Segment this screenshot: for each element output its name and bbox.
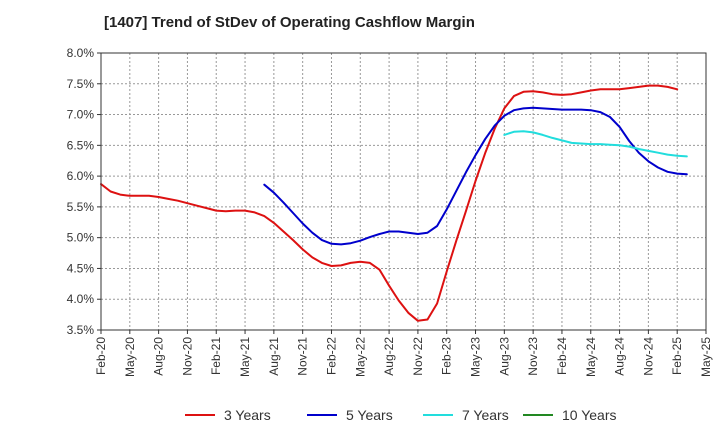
y-tick-label: 7.0% [67,108,95,122]
x-tick-label: Feb-22 [324,337,338,375]
y-tick-label: 5.5% [67,200,95,214]
y-tick-label: 6.5% [67,138,95,152]
x-tick-label: Nov-20 [180,337,194,376]
series-line-7-years [503,130,688,158]
x-tick-label: Aug-21 [267,337,281,376]
legend-entry: 10 Years [523,407,617,423]
series-line-5-years [263,106,688,246]
x-tick-label: May-20 [123,337,137,377]
x-tick-label: Feb-21 [209,337,223,375]
y-tick-label: 3.5% [67,323,95,337]
x-tick-label: Aug-23 [497,337,511,376]
x-tick-label: Feb-24 [555,337,569,375]
legend-entry: 7 Years [423,407,509,423]
x-tick-label: May-22 [353,337,367,377]
x-tick-label: Feb-20 [94,337,108,375]
y-tick-label: 8.0% [67,46,95,60]
legend-label: 3 Years [224,407,271,423]
chart-title: [1407] Trend of StDev of Operating Cashf… [104,14,475,31]
x-tick-label: Nov-21 [296,337,310,376]
x-tick-label: Aug-22 [382,337,396,376]
x-tick-label: May-21 [238,337,252,377]
legend-entry: 3 Years [185,407,271,423]
x-tick-label: Aug-24 [613,337,627,376]
legend-entry: 5 Years [307,407,393,423]
x-tick-label: Feb-25 [670,337,684,375]
y-tick-label: 6.0% [67,169,95,183]
legend-label: 5 Years [346,407,393,423]
x-tick-label: May-24 [584,337,598,377]
x-tick-label: Aug-20 [152,337,166,376]
x-tick-label: May-23 [469,337,483,377]
x-tick-label: Nov-22 [411,337,425,376]
x-tick-label: May-25 [699,337,713,377]
series-line-3-years [100,84,679,322]
plot-area [101,53,706,330]
y-tick-label: 5.0% [67,231,95,245]
x-tick-label: Nov-24 [641,337,655,376]
x-tick-label: Nov-23 [526,337,540,376]
plot-border [100,52,707,331]
y-tick-label: 4.5% [67,261,95,275]
legend-label: 10 Years [562,407,617,423]
legend-label: 7 Years [462,407,509,423]
y-tick-label: 7.5% [67,77,95,91]
y-tick-label: 4.0% [67,292,95,306]
x-tick-label: Feb-23 [440,337,454,375]
